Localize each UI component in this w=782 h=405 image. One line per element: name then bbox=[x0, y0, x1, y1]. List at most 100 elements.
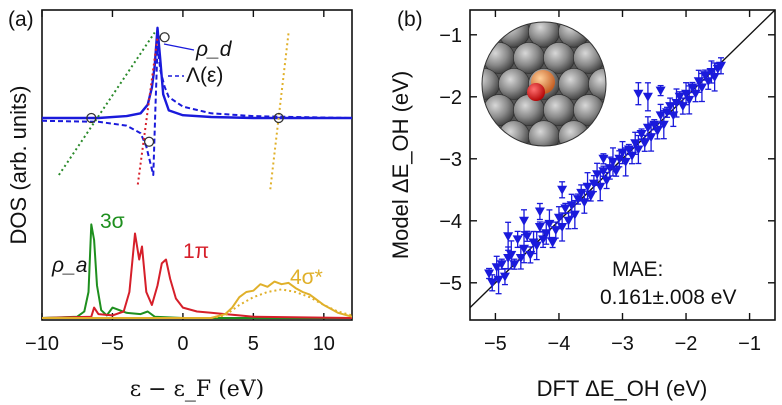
series-4-line bbox=[269, 32, 290, 190]
scatter-point bbox=[487, 274, 498, 292]
scatter-point bbox=[598, 153, 609, 165]
scatter-point bbox=[706, 60, 717, 84]
panel-b-xtick-label: −5 bbox=[484, 333, 507, 355]
scatter-point bbox=[655, 84, 666, 97]
series--a-4-dotted bbox=[210, 288, 352, 319]
surface-atom-icon bbox=[484, 147, 515, 178]
surface-atom-icon bbox=[543, 94, 575, 126]
surface-atom-icon bbox=[619, 16, 650, 47]
scatter-point bbox=[636, 128, 647, 140]
surface-atom-icon bbox=[588, 22, 606, 48]
surface-atom-icon bbox=[482, 68, 500, 100]
rho-d-leader bbox=[163, 43, 195, 51]
panel-a-xtick-label: −5 bbox=[101, 333, 124, 355]
oxygen-atom-icon bbox=[527, 83, 545, 101]
panel-b-xtick-label: −1 bbox=[738, 333, 761, 355]
scatter-point bbox=[515, 246, 526, 270]
surface-atom-icon bbox=[558, 22, 590, 48]
surface-atom-icon bbox=[498, 68, 530, 100]
series--a-3- bbox=[42, 223, 352, 319]
scatter-point bbox=[534, 202, 545, 221]
surface-atom-icon bbox=[482, 120, 500, 146]
panel-b-xtick-label: −4 bbox=[548, 333, 571, 355]
scatter-point bbox=[693, 69, 704, 93]
scatter-point bbox=[531, 230, 542, 261]
surface-atom-icon bbox=[558, 120, 590, 146]
scatter-point bbox=[652, 122, 663, 140]
surface-atom-icon bbox=[603, 42, 606, 74]
scatter-point bbox=[607, 147, 618, 177]
lambda-label: Λ(ε) bbox=[186, 64, 223, 87]
scatter-point bbox=[630, 131, 641, 155]
panel-b-xtick-label: −3 bbox=[611, 333, 634, 355]
scatter-point bbox=[509, 258, 520, 270]
1pi-label: 1π bbox=[183, 240, 209, 263]
3sigma-label: 3σ bbox=[100, 210, 125, 233]
panel-a: (a) −10 −5 0 5 10 ρ_d Λ(ε) ρ_a 3σ 1π 4σ* DOS… bbox=[6, 8, 353, 402]
panel-b-label: (b) bbox=[397, 8, 423, 31]
surface-atom-icon bbox=[498, 22, 530, 48]
rho-a-label: ρ_a bbox=[51, 254, 87, 277]
panel-a-xtick-label: 0 bbox=[177, 333, 188, 355]
panel-a-xlabel: ε − ε_F (eV) bbox=[130, 377, 265, 402]
scatter-point bbox=[668, 103, 679, 128]
panel-b: (b) −5 −4 −3 −2 −1 −5 −4 −3 −2 −1 bbox=[388, 8, 776, 401]
panel-b-points bbox=[484, 57, 726, 295]
surface-atom-icon bbox=[482, 22, 500, 48]
surface-atom-icon bbox=[528, 120, 560, 146]
intersection-marker bbox=[143, 136, 155, 147]
series-- bbox=[42, 45, 352, 176]
scatter-point bbox=[560, 202, 571, 215]
surface-atom-icon bbox=[482, 42, 485, 74]
panel-b-ylabel: Model ΔE_OH (eV) bbox=[388, 71, 413, 259]
surface-atom-icon bbox=[558, 68, 590, 100]
panel-a-markers bbox=[86, 32, 284, 147]
mae-value: 0.161±.008 eV bbox=[600, 286, 736, 309]
scatter-point bbox=[595, 172, 606, 202]
scatter-point bbox=[544, 209, 555, 239]
panel-a-xtick-label: 5 bbox=[248, 333, 259, 355]
series--d bbox=[42, 26, 352, 120]
surface-atom-icon bbox=[588, 68, 606, 100]
panel-b-ytick-label: −1 bbox=[439, 25, 462, 47]
intersection-marker bbox=[159, 32, 170, 43]
surface-atom-icon bbox=[603, 94, 606, 126]
series--a-1- bbox=[42, 232, 352, 319]
scatter-point bbox=[547, 236, 558, 249]
intersection-marker bbox=[273, 112, 284, 124]
scatter-point bbox=[573, 193, 584, 205]
surface-atom-icon bbox=[514, 147, 545, 178]
scatter-point bbox=[484, 267, 495, 280]
rho-d-label: ρ_d bbox=[195, 38, 233, 61]
scatter-point bbox=[715, 57, 726, 75]
panel-a-label: (a) bbox=[8, 8, 34, 31]
panel-b-ytick-label: −4 bbox=[439, 211, 462, 233]
surface-atom-icon bbox=[513, 42, 545, 74]
panel-a-series bbox=[42, 26, 352, 319]
scatter-point bbox=[633, 134, 644, 165]
panel-b-ytick-label: −3 bbox=[439, 149, 462, 171]
series-3-line bbox=[58, 31, 156, 176]
scatter-point bbox=[534, 221, 545, 233]
scatter-point bbox=[503, 221, 514, 251]
scatter-point bbox=[563, 212, 574, 230]
mae-title: MAE: bbox=[612, 258, 663, 281]
panel-b-xtick-label: −2 bbox=[675, 333, 698, 355]
scatter-point bbox=[633, 82, 644, 106]
scatter-point bbox=[557, 212, 568, 242]
scatter-point bbox=[598, 165, 609, 177]
surface-atom-icon bbox=[528, 22, 560, 48]
scatter-point bbox=[639, 134, 650, 152]
panel-a-frame bbox=[41, 9, 353, 321]
scatter-point bbox=[499, 267, 510, 286]
panel-a-xtick-label: 10 bbox=[313, 333, 335, 355]
panel-a-ylabel: DOS (arb. units) bbox=[6, 86, 31, 245]
scatter-point bbox=[519, 209, 530, 233]
panel-b-ytick-label: −2 bbox=[439, 87, 462, 109]
surface-atom-icon bbox=[439, 121, 470, 152]
4sigma-star-label: 4σ* bbox=[290, 266, 323, 289]
scatter-point bbox=[681, 82, 692, 106]
surface-atom-icon bbox=[544, 147, 575, 178]
scatter-point bbox=[557, 181, 568, 199]
